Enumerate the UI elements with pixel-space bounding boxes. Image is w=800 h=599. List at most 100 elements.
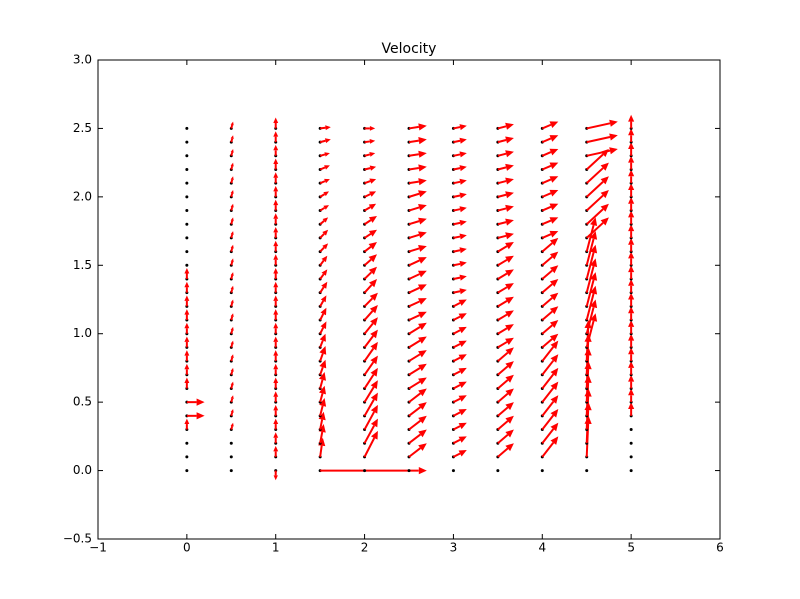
arrow-shaft	[497, 139, 507, 144]
arrow-head	[273, 131, 279, 137]
arrow-shaft	[364, 206, 371, 212]
arrow-head	[590, 258, 598, 268]
arrow-shaft	[230, 398, 234, 403]
arrow-head	[505, 150, 514, 158]
arrow-shaft	[541, 219, 552, 226]
arrow-shaft	[497, 300, 508, 308]
grid-point	[185, 236, 189, 240]
arrow-head	[505, 122, 514, 130]
arrow-head	[549, 230, 559, 238]
grid-point	[185, 209, 189, 213]
arrow-head	[418, 137, 427, 145]
arrow-head	[418, 336, 427, 344]
arrow-shaft	[541, 338, 553, 349]
arrow-head	[319, 346, 327, 355]
arrow-shaft	[408, 406, 422, 417]
arrow-head	[628, 183, 635, 190]
arrow-head	[590, 285, 598, 295]
arrow-head	[459, 274, 467, 281]
arrow-head	[369, 279, 377, 288]
arrow-shaft	[541, 297, 553, 308]
arrow-head	[458, 436, 467, 443]
arrow-head	[370, 392, 378, 402]
arrow-head	[459, 178, 467, 185]
arrow-shaft	[363, 361, 375, 376]
arrow-shaft	[319, 220, 325, 225]
arrow-shaft	[541, 164, 552, 171]
arrow-shaft	[408, 180, 420, 185]
arrow-head	[505, 296, 514, 304]
arrow-shaft	[497, 420, 509, 431]
arrow-shaft	[497, 286, 508, 294]
arrow-shaft	[497, 351, 509, 362]
arrow-head	[319, 398, 327, 407]
arrow-shaft	[363, 258, 372, 267]
arrow-head	[549, 265, 559, 274]
grid-point	[496, 469, 500, 473]
arrow-shaft	[453, 153, 461, 157]
arrow-head	[590, 231, 598, 240]
arrow-head	[369, 292, 378, 301]
arrow-head	[505, 191, 514, 199]
arrow-head	[628, 333, 635, 341]
arrow-head	[196, 398, 205, 406]
arrow-shaft	[541, 256, 553, 267]
arrow-shaft	[230, 275, 234, 280]
arrow-shaft	[230, 316, 234, 321]
arrow-shaft	[408, 314, 420, 321]
arrow-head	[600, 162, 609, 171]
plot-frame	[97, 59, 721, 540]
arrow-shaft	[230, 412, 234, 417]
arrow-head	[321, 269, 328, 276]
grid-point	[585, 469, 589, 473]
arrow-head	[628, 306, 635, 314]
arrow-shaft	[452, 425, 461, 431]
arrow-shaft	[319, 327, 325, 335]
arrow-shaft	[452, 411, 461, 417]
arrow-shaft	[363, 386, 375, 403]
arrow-head	[230, 395, 234, 400]
arrow-shaft	[230, 288, 234, 293]
arrow-head	[459, 192, 467, 199]
arrow-shaft	[319, 286, 325, 294]
arrow-shaft	[408, 339, 421, 349]
arrow-head	[628, 292, 635, 300]
arrow-shaft	[453, 194, 461, 198]
arrow-head	[230, 285, 234, 290]
arrow-head	[458, 326, 467, 334]
arrow-shaft	[319, 300, 325, 307]
arrow-head	[369, 178, 377, 184]
arrow-head	[319, 359, 327, 369]
arrow-shaft	[319, 445, 323, 458]
y-tick-label: −0.5	[63, 532, 92, 546]
arrow-head	[549, 203, 559, 211]
arrow-shaft	[408, 367, 421, 376]
arrow-head	[609, 133, 618, 141]
arrow-shaft	[497, 272, 508, 280]
arrow-head	[230, 422, 234, 427]
x-tick-label: 0	[183, 541, 191, 555]
arrow-shaft	[497, 166, 507, 171]
arrow-head	[550, 436, 559, 445]
arrow-head	[273, 322, 279, 329]
arrow-shaft	[408, 380, 421, 390]
arrow-head	[324, 165, 330, 170]
arrow-shaft	[364, 180, 371, 185]
arrow-head	[184, 336, 190, 342]
y-tick-label: 1.0	[73, 326, 92, 340]
arrow-shaft	[453, 262, 461, 267]
grid-point	[229, 455, 233, 459]
grid-point	[451, 469, 455, 473]
arrow-head	[418, 231, 427, 239]
arrow-shaft	[541, 123, 552, 130]
arrow-head	[590, 244, 598, 254]
arrow-shaft	[497, 406, 509, 417]
x-tick-label: 4	[538, 541, 546, 555]
arrow-head	[370, 418, 378, 428]
arrow-head	[273, 227, 279, 233]
arrow-shaft	[408, 300, 420, 308]
arrow-head	[273, 268, 279, 274]
arrow-shaft	[408, 433, 422, 444]
arrow-head	[273, 418, 279, 424]
arrow-shaft	[230, 193, 234, 198]
